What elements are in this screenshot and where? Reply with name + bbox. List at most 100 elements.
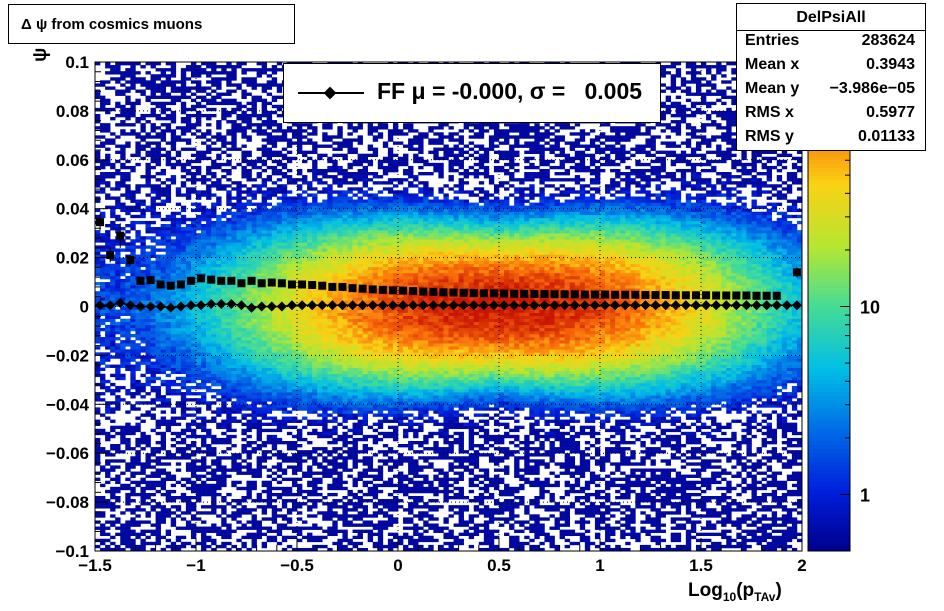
heatmap-cell <box>180 352 187 356</box>
heatmap-cell <box>185 352 192 356</box>
heatmap-cell <box>216 309 222 313</box>
heatmap-cell <box>180 499 187 503</box>
heatmap-cell <box>241 343 247 347</box>
heatmap-cell <box>211 227 217 231</box>
heatmap-cell <box>190 291 197 295</box>
heatmap-cell <box>241 233 247 237</box>
heatmap-cell <box>196 205 202 209</box>
heatmap-cell <box>100 499 106 503</box>
heatmap-cell <box>216 202 222 206</box>
heatmap-cell <box>276 211 283 216</box>
heatmap-cell <box>201 297 207 301</box>
heatmap-cell <box>165 150 172 154</box>
heatmap-cell <box>276 450 283 454</box>
heatmap-cell <box>155 159 161 164</box>
heatmap-cell <box>125 340 131 344</box>
heatmap-cell <box>211 211 217 216</box>
heatmap-cell <box>286 263 293 268</box>
heatmap-cell <box>236 395 242 399</box>
heatmap-cell <box>175 321 182 326</box>
heatmap-cell <box>266 505 273 509</box>
heatmap-cell <box>261 465 267 469</box>
heatmap-cell <box>281 288 288 292</box>
heatmap-cell <box>120 312 126 316</box>
heatmap-cell <box>160 153 166 158</box>
heatmap-cell <box>196 511 202 515</box>
heatmap-cell <box>317 248 323 252</box>
heatmap-cell <box>140 419 146 423</box>
heatmap-cell <box>251 86 257 90</box>
heatmap-cell <box>251 202 257 206</box>
heatmap-cell <box>286 175 293 179</box>
heatmap-cell <box>100 80 106 84</box>
heatmap-cell <box>271 318 278 323</box>
heatmap-cell <box>226 340 232 344</box>
heatmap-cell <box>317 434 323 439</box>
heatmap-cell <box>130 223 136 228</box>
heatmap-cell <box>130 65 136 69</box>
heatmap-cell <box>261 489 267 494</box>
heatmap-cell <box>155 288 161 292</box>
heatmap-cell <box>130 508 136 512</box>
heatmap-cell <box>302 233 308 237</box>
heatmap-cell <box>322 392 328 396</box>
heatmap-cell <box>312 334 318 338</box>
heatmap-cell <box>130 199 136 203</box>
heatmap-cell <box>95 315 101 320</box>
heatmap-cell <box>160 181 166 185</box>
heatmap-cell <box>221 544 227 549</box>
heatmap-cell <box>95 272 101 277</box>
heatmap-cell <box>312 428 318 433</box>
heatmap-cell <box>281 220 288 225</box>
heatmap-cell <box>190 202 197 206</box>
heatmap-cell <box>221 245 227 249</box>
heatmap-cell <box>130 278 136 283</box>
heatmap-cell <box>231 324 237 329</box>
heatmap-cell <box>251 508 257 512</box>
heatmap-cell <box>246 379 252 384</box>
heatmap-cell <box>170 272 177 277</box>
heatmap-cell <box>135 337 141 341</box>
heatmap-cell <box>125 193 131 197</box>
heatmap-cell <box>160 312 166 316</box>
heatmap-cell <box>120 440 126 445</box>
heatmap-cell <box>291 223 298 228</box>
heatmap-cell <box>100 327 106 332</box>
heatmap-cell <box>206 272 212 277</box>
heatmap-cell <box>297 318 303 323</box>
heatmap-cell <box>211 239 217 243</box>
heatmap-cell <box>216 80 222 84</box>
heatmap-cell <box>110 117 116 121</box>
heatmap-cell <box>170 419 177 423</box>
heatmap-cell <box>160 80 166 84</box>
heatmap-cell <box>160 291 166 295</box>
heatmap-cell <box>125 95 131 99</box>
heatmap-cell <box>281 202 288 206</box>
heatmap-cell <box>307 468 313 472</box>
heatmap-cell <box>201 385 207 390</box>
heatmap-cell <box>241 523 247 527</box>
heatmap-cell <box>135 285 141 289</box>
heatmap-cell <box>135 483 141 488</box>
heatmap-cell <box>140 312 146 316</box>
heatmap-cell <box>317 242 323 246</box>
heatmap-cell <box>155 294 161 298</box>
heatmap-cell <box>276 251 283 255</box>
heatmap-cell <box>286 159 293 164</box>
heatmap-cell <box>216 242 222 246</box>
heatmap-cell <box>271 440 278 445</box>
heatmap-cell <box>226 141 232 145</box>
heatmap-cell <box>155 77 161 81</box>
heatmap-cell <box>120 248 126 252</box>
heatmap-cell <box>226 324 232 329</box>
heatmap-cell <box>196 401 202 405</box>
heatmap-cell <box>130 248 136 252</box>
heatmap-cell <box>281 422 288 426</box>
heatmap-cell <box>251 334 257 338</box>
heatmap-cell <box>105 315 111 320</box>
heatmap-cell <box>125 508 131 512</box>
heatmap-cell <box>297 538 303 543</box>
heatmap-cell <box>201 395 207 399</box>
heatmap-cell <box>100 382 106 387</box>
heatmap-cell <box>317 297 323 301</box>
